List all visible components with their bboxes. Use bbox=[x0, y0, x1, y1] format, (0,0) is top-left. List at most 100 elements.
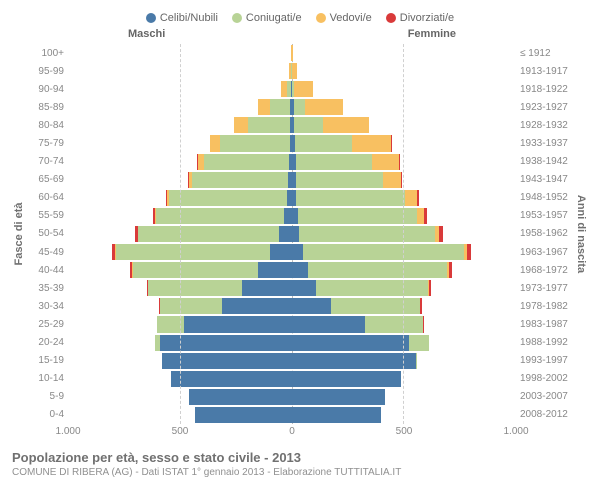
segment-c bbox=[156, 208, 283, 224]
legend-item: Vedovi/e bbox=[316, 12, 372, 24]
segment-d bbox=[399, 154, 400, 170]
segment-d bbox=[401, 172, 402, 188]
legend-label: Vedovi/e bbox=[330, 12, 372, 24]
segment-s bbox=[222, 298, 291, 314]
age-tick: 25-29 bbox=[26, 315, 64, 333]
segment-w bbox=[417, 208, 424, 224]
chart-title: Popolazione per età, sesso e stato civil… bbox=[12, 450, 588, 465]
segment-c bbox=[133, 262, 258, 278]
x-tick: 1.000 bbox=[503, 426, 528, 437]
segment-c bbox=[295, 135, 352, 151]
segment-c bbox=[148, 280, 242, 296]
segment-c bbox=[303, 244, 464, 260]
legend-label: Celibi/Nubili bbox=[160, 12, 218, 24]
segment-c bbox=[316, 280, 428, 296]
y-axis-title-left: Fasce di età bbox=[12, 44, 26, 424]
age-tick: 45-49 bbox=[26, 243, 64, 261]
segment-s bbox=[292, 280, 317, 296]
pyramid-row bbox=[68, 261, 515, 279]
age-tick: 50-54 bbox=[26, 225, 64, 243]
segment-s bbox=[292, 262, 309, 278]
segment-w bbox=[292, 63, 297, 79]
age-tick: 40-44 bbox=[26, 261, 64, 279]
age-tick: 15-19 bbox=[26, 352, 64, 370]
age-tick: 10-14 bbox=[26, 370, 64, 388]
birth-tick: 1963-1967 bbox=[520, 243, 574, 261]
segment-s bbox=[292, 226, 300, 242]
pyramid-row bbox=[68, 243, 515, 261]
bar-rows bbox=[68, 44, 515, 424]
segment-c bbox=[270, 99, 290, 115]
segment-s bbox=[292, 407, 381, 423]
segment-c bbox=[248, 117, 290, 133]
segment-s bbox=[184, 316, 291, 332]
segment-s bbox=[162, 353, 292, 369]
segment-w bbox=[372, 154, 400, 170]
chart-subtitle: COMUNE DI RIBERA (AG) - Dati ISTAT 1° ge… bbox=[12, 467, 588, 478]
segment-s bbox=[292, 371, 402, 387]
pyramid-row bbox=[68, 44, 515, 62]
x-tick: 1.000 bbox=[55, 426, 80, 437]
pyramid-row bbox=[68, 189, 515, 207]
header-females: Femmine bbox=[408, 28, 456, 40]
pyramid-row bbox=[68, 225, 515, 243]
gridline bbox=[180, 44, 181, 424]
segment-w bbox=[198, 154, 205, 170]
segment-c bbox=[409, 335, 429, 351]
birth-tick: 1958-1962 bbox=[520, 225, 574, 243]
age-tick: 0-4 bbox=[26, 406, 64, 424]
pyramid-row bbox=[68, 98, 515, 116]
segment-c bbox=[169, 190, 286, 206]
pyramid-row bbox=[68, 334, 515, 352]
segment-s bbox=[195, 407, 291, 423]
birth-tick: 1913-1917 bbox=[520, 62, 574, 80]
segment-s bbox=[292, 353, 416, 369]
pyramid-row bbox=[68, 153, 515, 171]
legend-item: Divorziati/e bbox=[386, 12, 454, 24]
segment-c bbox=[416, 353, 417, 369]
birth-tick: 1928-1932 bbox=[520, 116, 574, 134]
segment-c bbox=[192, 172, 288, 188]
x-axis: 1.00050005001.000 bbox=[68, 426, 516, 440]
birth-tick: ≤ 1912 bbox=[520, 44, 574, 62]
pyramid-row bbox=[68, 171, 515, 189]
segment-c bbox=[296, 190, 404, 206]
column-headers: Maschi Femmine bbox=[12, 28, 588, 44]
segment-s bbox=[242, 280, 291, 296]
legend-label: Divorziati/e bbox=[400, 12, 454, 24]
legend-item: Coniugati/e bbox=[232, 12, 302, 24]
age-tick: 60-64 bbox=[26, 189, 64, 207]
legend-item: Celibi/Nubili bbox=[146, 12, 218, 24]
x-tick: 500 bbox=[172, 426, 189, 437]
segment-d bbox=[420, 298, 422, 314]
plot-area bbox=[68, 44, 516, 424]
segment-s bbox=[258, 262, 292, 278]
age-tick: 65-69 bbox=[26, 171, 64, 189]
header-males: Maschi bbox=[128, 28, 165, 40]
segment-c bbox=[331, 298, 420, 314]
pyramid-row bbox=[68, 352, 515, 370]
birth-tick: 1953-1957 bbox=[520, 207, 574, 225]
segment-c bbox=[299, 226, 434, 242]
pyramid-row bbox=[68, 207, 515, 225]
segment-s bbox=[292, 244, 303, 260]
age-tick: 75-79 bbox=[26, 134, 64, 152]
birth-tick: 1918-1922 bbox=[520, 80, 574, 98]
segment-w bbox=[405, 190, 417, 206]
birth-tick: 1933-1937 bbox=[520, 134, 574, 152]
pyramid-row bbox=[68, 370, 515, 388]
segment-d bbox=[467, 244, 471, 260]
segment-w bbox=[305, 99, 343, 115]
birth-tick: 1988-1992 bbox=[520, 334, 574, 352]
segment-w bbox=[234, 117, 247, 133]
segment-c bbox=[294, 117, 323, 133]
legend-swatch bbox=[316, 13, 326, 23]
age-tick: 35-39 bbox=[26, 279, 64, 297]
segment-c bbox=[298, 208, 418, 224]
birth-tick: 1983-1987 bbox=[520, 315, 574, 333]
segment-c bbox=[220, 135, 289, 151]
x-tick: 500 bbox=[396, 426, 413, 437]
birth-tick: 1938-1942 bbox=[520, 153, 574, 171]
age-tick: 100+ bbox=[26, 44, 64, 62]
segment-d bbox=[449, 262, 452, 278]
